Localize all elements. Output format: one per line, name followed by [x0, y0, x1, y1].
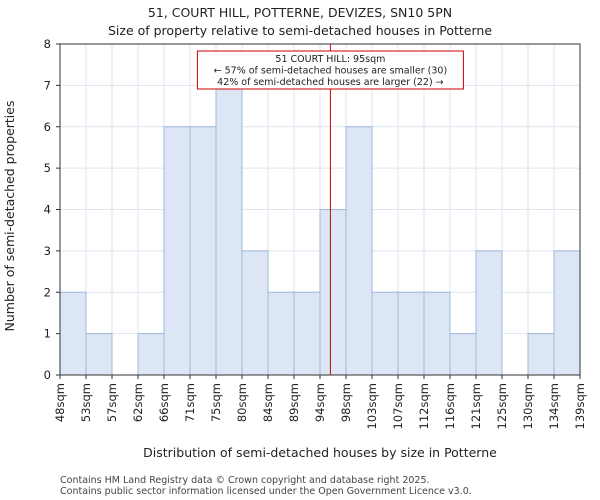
histogram-bar	[293, 291, 321, 376]
x-tick-label: 139sqm	[573, 383, 587, 429]
histogram-bar	[163, 126, 191, 376]
x-tick-label: 71sqm	[183, 383, 197, 422]
histogram-bar	[345, 126, 373, 376]
x-tick-label: 116sqm	[443, 383, 457, 429]
x-tick-label: 89sqm	[287, 383, 301, 422]
footer-line-2: Contains public sector information licen…	[60, 486, 472, 497]
histogram-bar	[267, 291, 295, 376]
x-axis: 48sqm 53sqm 57sqm 62sqm 66sqm 71sqm 75sqm 80sqm…	[53, 375, 587, 429]
x-tick-label: 66sqm	[157, 383, 171, 422]
y-tick-label: 6	[44, 120, 51, 134]
x-tick-label: 62sqm	[131, 383, 145, 422]
x-axis-label: Distribution of semi-detached houses by …	[143, 445, 497, 460]
property-annotation: 51 COURT HILL: 95sqm ← 57% of semi-detac…	[196, 50, 464, 90]
x-tick-label: 57sqm	[105, 383, 119, 422]
x-tick-label: 84sqm	[261, 383, 275, 422]
x-tick-label: 94sqm	[313, 383, 327, 422]
annotation-box	[196, 50, 464, 90]
y-axis: 0 1 2 3 4 5 6 7 8	[44, 37, 60, 382]
histogram-bar	[137, 333, 165, 376]
x-tick-label: 125sqm	[495, 383, 509, 429]
histogram-bar	[449, 333, 477, 376]
chart-subtitle: Size of property relative to semi-detach…	[108, 23, 492, 38]
y-tick-label: 2	[44, 285, 51, 299]
histogram-bar	[475, 250, 503, 376]
x-tick-label: 107sqm	[391, 383, 405, 429]
x-tick-label: 134sqm	[547, 383, 561, 429]
x-tick-label: 121sqm	[469, 383, 483, 429]
annotation-line-1: 51 COURT HILL: 95sqm	[275, 54, 385, 65]
y-tick-label: 0	[44, 368, 51, 382]
annotation-line-2: ← 57% of semi-detached houses are smalle…	[214, 66, 448, 77]
histogram-bar	[241, 250, 269, 376]
y-axis-label: Number of semi-detached properties	[2, 101, 17, 332]
y-tick-label: 7	[44, 78, 51, 92]
footer-line-1: Contains HM Land Registry data © Crown c…	[60, 475, 430, 486]
y-tick-label: 5	[44, 161, 51, 175]
histogram-bar	[371, 291, 399, 376]
histogram-bar	[85, 333, 113, 376]
histogram-bar	[423, 291, 451, 376]
annotation-line-3: 42% of semi-detached houses are larger (…	[217, 77, 444, 88]
histogram-bar	[215, 84, 243, 376]
y-tick-label: 4	[44, 203, 51, 217]
histogram-bar	[397, 291, 425, 376]
x-tick-label: 112sqm	[417, 383, 431, 429]
bar-layer	[59, 84, 581, 376]
histogram-bar	[189, 126, 217, 376]
histogram-bar	[553, 250, 581, 376]
y-tick-label: 1	[44, 327, 51, 341]
x-tick-label: 53sqm	[79, 383, 93, 422]
chart-title: 51, COURT HILL, POTTERNE, DEVIZES, SN10 …	[148, 5, 452, 20]
y-tick-label: 8	[44, 37, 51, 51]
x-tick-label: 48sqm	[53, 383, 67, 422]
x-tick-label: 103sqm	[365, 383, 379, 429]
x-tick-label: 130sqm	[521, 383, 535, 429]
x-tick-label: 75sqm	[209, 383, 223, 422]
histogram-bar	[319, 209, 347, 376]
histogram-bar	[59, 291, 87, 376]
x-tick-label: 80sqm	[235, 383, 249, 422]
x-tick-label: 98sqm	[339, 383, 353, 422]
histogram-bar	[527, 333, 555, 376]
y-tick-label: 3	[44, 244, 51, 258]
